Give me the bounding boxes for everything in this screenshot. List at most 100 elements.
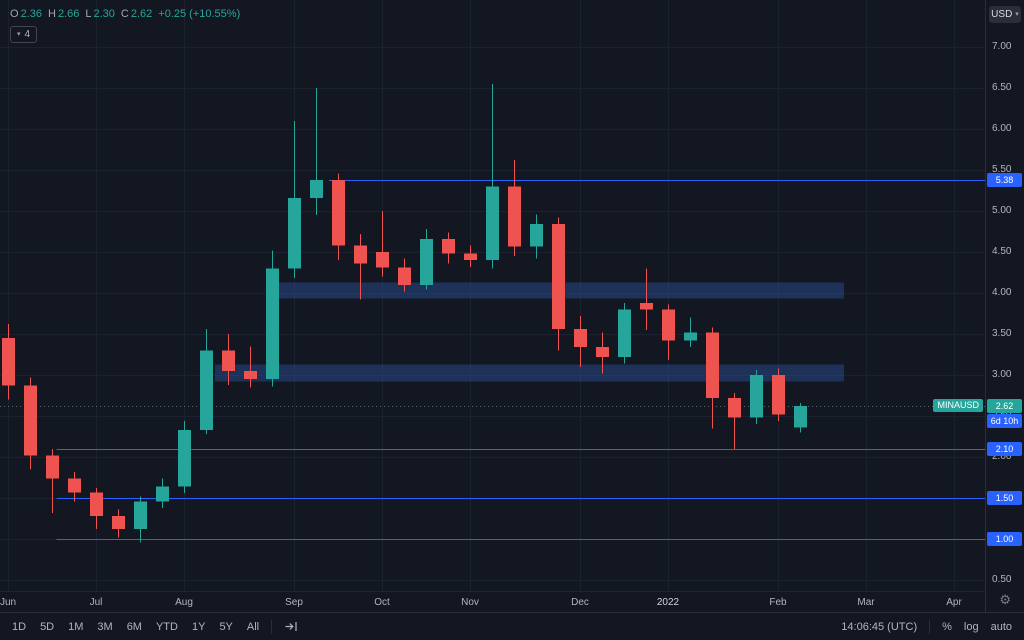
- candle: [24, 385, 37, 456]
- go-to-date-icon[interactable]: [284, 619, 299, 634]
- range-button-all[interactable]: All: [246, 620, 260, 633]
- candle: [398, 267, 411, 285]
- candle: [68, 478, 81, 493]
- candle: [772, 375, 785, 415]
- candle: [2, 338, 15, 386]
- candle: [662, 309, 675, 341]
- candle: [266, 268, 279, 380]
- candle: [464, 253, 477, 261]
- currency-button[interactable]: USD ▾: [989, 6, 1021, 23]
- range-button-1y[interactable]: 1Y: [191, 620, 206, 633]
- range-button-5y[interactable]: 5Y: [219, 620, 233, 633]
- price-tick-label: 7.00: [992, 41, 1012, 52]
- candle: [706, 332, 719, 398]
- candle: [376, 252, 389, 268]
- price-tick-label: 5.00: [992, 205, 1012, 216]
- ohlc-legend: O 2.36 H 2.66 L 2.30 C 2.62 +0.25 (+10.55%): [10, 8, 240, 20]
- month-label: Nov: [461, 597, 479, 608]
- countdown-pill: 6d 10h: [987, 414, 1022, 429]
- candle: [596, 347, 609, 357]
- scale-controls: % log auto: [942, 621, 1012, 633]
- candle: [684, 332, 697, 341]
- candle: [574, 329, 587, 348]
- range-button-3m[interactable]: 3M: [97, 620, 113, 633]
- ohlc-key: L: [85, 8, 92, 20]
- month-label: 2022: [656, 597, 680, 608]
- price-tick-label: 0.50: [992, 574, 1012, 585]
- range-button-5d[interactable]: 5D: [40, 620, 55, 633]
- candle: [530, 224, 543, 247]
- chart-pane[interactable]: O 2.36 H 2.66 L 2.30 C 2.62 +0.25 (+10.55%) ▾ 4 …: [0, 0, 1024, 612]
- candle: [200, 350, 213, 430]
- candle: [486, 186, 499, 261]
- range-buttons: 1D 5D 1M 3M 6M YTD 1Y 5Y All: [12, 621, 259, 633]
- month-label: Feb: [769, 597, 787, 608]
- price-label-pill: 1.00: [987, 532, 1022, 546]
- price-label-pill: 2.62: [987, 399, 1022, 414]
- clock-utc[interactable]: 14:06:45 (UTC): [841, 620, 918, 633]
- candle: [442, 238, 455, 254]
- price-label-pill: 1.50: [987, 491, 1022, 505]
- candle: [750, 375, 763, 418]
- range-button-ytd[interactable]: YTD: [155, 620, 178, 633]
- candle: [156, 486, 169, 502]
- candle: [222, 350, 235, 371]
- chevron-down-icon: ▾: [1015, 11, 1019, 18]
- price-label-pill: 2.10: [987, 441, 1022, 456]
- candle: [90, 492, 103, 517]
- toolbar-right: 14:06:45 (UTC) % log auto: [841, 619, 1012, 634]
- range-button-1m[interactable]: 1M: [68, 620, 84, 633]
- candle: [112, 516, 125, 530]
- month-label: Oct: [374, 597, 390, 608]
- ohlc-value: 2.30: [93, 8, 115, 20]
- ohlc-key: H: [47, 8, 56, 20]
- chevron-down-icon: ▾: [17, 31, 21, 38]
- month-label: Mar: [857, 597, 875, 608]
- settings-gear-icon[interactable]: ⚙: [999, 592, 1011, 607]
- month-label: Jun: [0, 597, 17, 608]
- price-axis[interactable]: USD ▾ 7.00 6.50 6.00 5.50 5.00 4.50 4.00 3.50 3.…: [985, 0, 1024, 612]
- toolbar-divider: [271, 619, 273, 634]
- candle: [640, 302, 653, 310]
- candle: [46, 455, 59, 479]
- range-button-6m[interactable]: 6M: [126, 620, 142, 633]
- candle: [310, 179, 323, 198]
- scale-control-percent[interactable]: %: [942, 620, 952, 633]
- price-tick-label: 4.50: [992, 246, 1012, 257]
- toolbar-divider: [929, 619, 931, 634]
- candle: [728, 397, 741, 418]
- price-tick-label: 6.00: [992, 123, 1012, 134]
- price-tick-label: 5.50: [992, 164, 1012, 175]
- month-label: Dec: [571, 597, 589, 608]
- time-axis-border: [0, 591, 1024, 592]
- scale-control-log[interactable]: log: [963, 620, 979, 633]
- month-label: Jul: [89, 597, 103, 608]
- ohlc-key: O: [10, 8, 19, 20]
- price-zone[interactable]: [214, 364, 845, 382]
- symbol-price-tag: MINAUSD: [933, 399, 983, 413]
- candle: [354, 245, 367, 264]
- price-change: +0.25 (+10.55%): [158, 8, 241, 20]
- currency-label: USD: [991, 9, 1013, 20]
- candle: [134, 501, 147, 530]
- ohlc-value: 2.36: [20, 8, 42, 20]
- candle: [508, 186, 521, 247]
- month-label: Sep: [285, 597, 303, 608]
- ohlc-key: C: [120, 8, 129, 20]
- candlestick-chart[interactable]: [0, 0, 985, 612]
- price-tick-label: 4.00: [992, 287, 1012, 298]
- candle: [332, 179, 345, 246]
- price-tick-label: 6.50: [992, 82, 1012, 93]
- collapse-count: 4: [24, 29, 31, 40]
- ohlc-value: 2.62: [130, 8, 153, 20]
- price-tick-label: 2.00: [992, 451, 1012, 462]
- range-button-1d[interactable]: 1D: [12, 620, 27, 633]
- price-label-pill: 5.38: [987, 172, 1022, 187]
- price-tick-label: 3.50: [992, 328, 1012, 339]
- price-tick-label: 3.00: [992, 369, 1012, 380]
- scale-control-auto[interactable]: auto: [990, 620, 1012, 633]
- legend-collapse-pill[interactable]: ▾ 4: [10, 26, 38, 43]
- candle: [288, 197, 301, 269]
- candle: [552, 224, 565, 330]
